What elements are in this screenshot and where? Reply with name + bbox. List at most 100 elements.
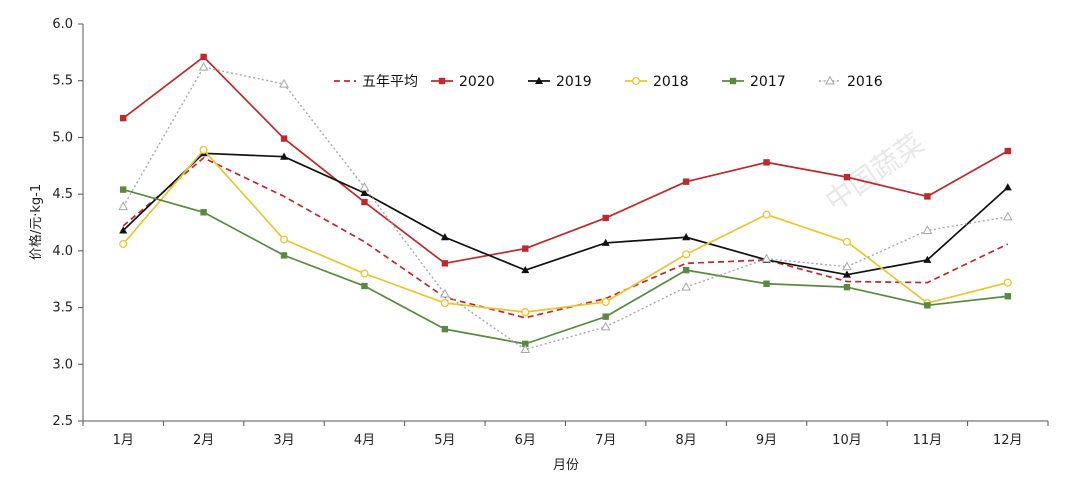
x-tick-label: 10月 xyxy=(832,433,862,448)
data-point xyxy=(522,340,529,348)
data-point xyxy=(119,226,128,234)
data-point xyxy=(602,214,609,222)
legend-item: 2016 xyxy=(819,74,883,90)
data-point xyxy=(682,178,690,185)
y-tick-label: 4.0 xyxy=(52,244,73,259)
legend-item: 2019 xyxy=(528,74,592,90)
legend-label: 2017 xyxy=(750,74,786,90)
x-tick-label: 1月 xyxy=(113,433,134,448)
legend-item: 2017 xyxy=(722,74,786,90)
legend-label: 2016 xyxy=(847,74,883,90)
data-point xyxy=(761,253,772,263)
legend: 五年平均 2020 2019 2018 2017 2016 xyxy=(334,74,883,90)
series-line xyxy=(122,188,1008,345)
data-point xyxy=(359,182,370,191)
data-point xyxy=(763,159,770,166)
data-point xyxy=(440,298,449,308)
data-point xyxy=(441,260,449,267)
data-point xyxy=(681,281,691,291)
x-tick-label: 5月 xyxy=(434,433,455,448)
data-point xyxy=(762,210,771,219)
data-point xyxy=(535,76,543,84)
legend-item: 五年平均 xyxy=(334,74,418,90)
legend-label: 五年平均 xyxy=(362,74,418,90)
series-group xyxy=(118,53,1013,354)
data-point xyxy=(119,240,128,249)
data-point xyxy=(361,282,368,290)
data-point xyxy=(1004,147,1011,155)
watermark: 中国蔬菜 xyxy=(819,127,930,218)
y-tick-label: 3.0 xyxy=(52,357,73,372)
legend-item: 2020 xyxy=(431,74,495,90)
data-point xyxy=(601,238,610,246)
data-point xyxy=(118,201,129,211)
data-point xyxy=(842,270,851,278)
series-line xyxy=(122,152,1009,276)
data-point xyxy=(120,114,127,122)
data-point xyxy=(923,255,932,263)
legend-item: 2018 xyxy=(625,74,689,90)
series-2020 xyxy=(120,53,1011,267)
data-point xyxy=(280,152,289,160)
data-point xyxy=(440,233,449,241)
data-point xyxy=(602,313,609,320)
data-point xyxy=(1004,293,1011,300)
data-point xyxy=(521,308,530,317)
series-line xyxy=(122,157,1009,319)
series-2016 xyxy=(118,61,1013,354)
series-line xyxy=(122,56,1009,265)
series-五年平均 xyxy=(122,157,1009,319)
data-point xyxy=(729,77,737,85)
data-point xyxy=(441,325,449,333)
x-tick-label: 6月 xyxy=(515,433,536,448)
y-tick-label: 5.5 xyxy=(52,74,73,89)
legend-label: 2019 xyxy=(556,74,592,90)
y-tick-label: 2.5 xyxy=(52,414,73,429)
data-point xyxy=(522,245,529,252)
data-point xyxy=(922,225,933,234)
x-axis-title: 月份 xyxy=(553,458,579,473)
data-point xyxy=(279,78,289,88)
data-point xyxy=(438,77,446,85)
y-tick-label: 3.5 xyxy=(52,301,73,316)
legend-label: 2020 xyxy=(459,74,495,90)
data-point xyxy=(1002,211,1013,221)
data-point xyxy=(198,61,209,71)
legend-label: 2018 xyxy=(653,74,689,90)
x-tick-label: 2月 xyxy=(193,433,214,448)
data-point xyxy=(601,297,610,306)
data-point xyxy=(924,302,931,309)
data-point xyxy=(843,283,851,291)
data-point xyxy=(682,250,691,259)
x-tick-label: 12月 xyxy=(993,433,1023,448)
data-point xyxy=(200,209,207,216)
data-point xyxy=(1003,278,1012,287)
data-point xyxy=(825,75,835,85)
data-point xyxy=(279,235,289,244)
series-line xyxy=(122,149,1008,313)
series-2017 xyxy=(120,186,1011,348)
y-tick-label: 4.5 xyxy=(52,187,73,202)
data-point xyxy=(280,252,288,259)
data-point xyxy=(763,280,770,287)
x-tick-label: 7月 xyxy=(595,433,616,448)
x-tick-label: 9月 xyxy=(756,433,777,448)
data-point xyxy=(843,173,851,181)
x-tick-label: 3月 xyxy=(273,433,294,448)
data-point xyxy=(842,261,852,271)
x-tick-label: 8月 xyxy=(675,433,696,448)
data-point xyxy=(682,233,691,241)
y-tick-label: 5.0 xyxy=(52,130,73,145)
data-point xyxy=(682,266,690,274)
data-point xyxy=(631,76,641,86)
data-point xyxy=(360,188,369,197)
data-point xyxy=(924,193,931,200)
data-point xyxy=(361,198,368,206)
data-point xyxy=(521,265,530,274)
series-line xyxy=(122,66,1008,351)
data-point xyxy=(1003,183,1012,191)
data-point xyxy=(280,135,288,142)
data-point xyxy=(200,53,207,61)
